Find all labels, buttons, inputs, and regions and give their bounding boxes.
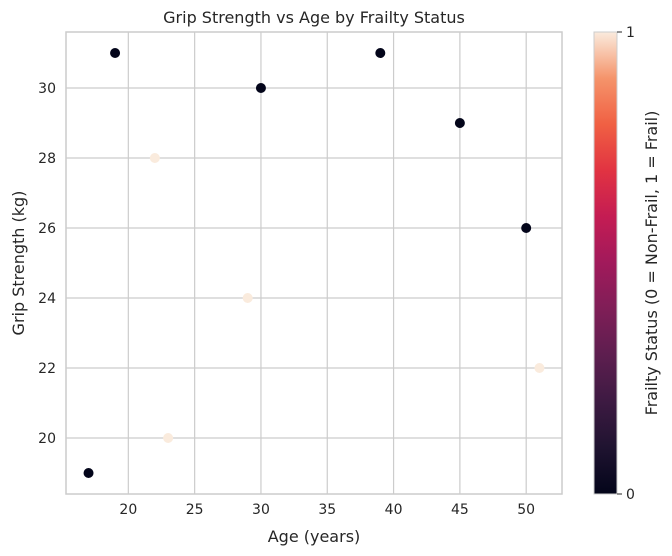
colorbar-label: Frailty Status (0 = Non-Frail, 1 = Frail…: [642, 111, 661, 416]
y-axis-label: Grip Strength (kg): [9, 191, 28, 336]
y-tick-label: 24: [38, 291, 56, 307]
data-point: [110, 48, 121, 58]
y-tick-labels: 20 22 24 26 28 30: [38, 81, 56, 447]
x-tick-label: 50: [517, 502, 535, 518]
y-tick-label: 22: [38, 361, 56, 377]
colorbar-tick-label: 1: [626, 25, 635, 41]
x-axis-label: Age (years): [268, 527, 361, 546]
data-point: [534, 363, 545, 373]
colorbar: [593, 31, 618, 495]
data-point: [83, 468, 94, 478]
chart-title: Grip Strength vs Age by Frailty Status: [163, 8, 465, 27]
x-tick-label: 40: [385, 502, 403, 518]
data-point: [375, 48, 386, 58]
colorbar-tick-labels: 01: [617, 25, 635, 503]
x-tick-label: 35: [318, 502, 336, 518]
y-tick-label: 20: [38, 431, 56, 447]
data-point: [163, 433, 174, 443]
data-points: [83, 48, 545, 478]
x-tick-label: 30: [252, 502, 270, 518]
x-tick-label: 45: [451, 502, 469, 518]
y-tick-label: 26: [38, 221, 56, 237]
x-tick-labels: 20 25 30 35 40 45 50: [119, 502, 535, 518]
plot-area-frame: [65, 31, 563, 495]
data-point: [242, 293, 253, 303]
data-point: [454, 118, 465, 128]
x-tick-label: 20: [119, 502, 137, 518]
y-tick-label: 30: [38, 81, 56, 97]
data-point: [149, 153, 160, 163]
colorbar-tick-label: 0: [626, 487, 635, 503]
y-tick-label: 28: [38, 151, 56, 167]
data-point: [521, 223, 532, 233]
x-tick-label: 25: [186, 502, 204, 518]
data-point: [255, 83, 266, 93]
grid-lines: [66, 32, 562, 494]
